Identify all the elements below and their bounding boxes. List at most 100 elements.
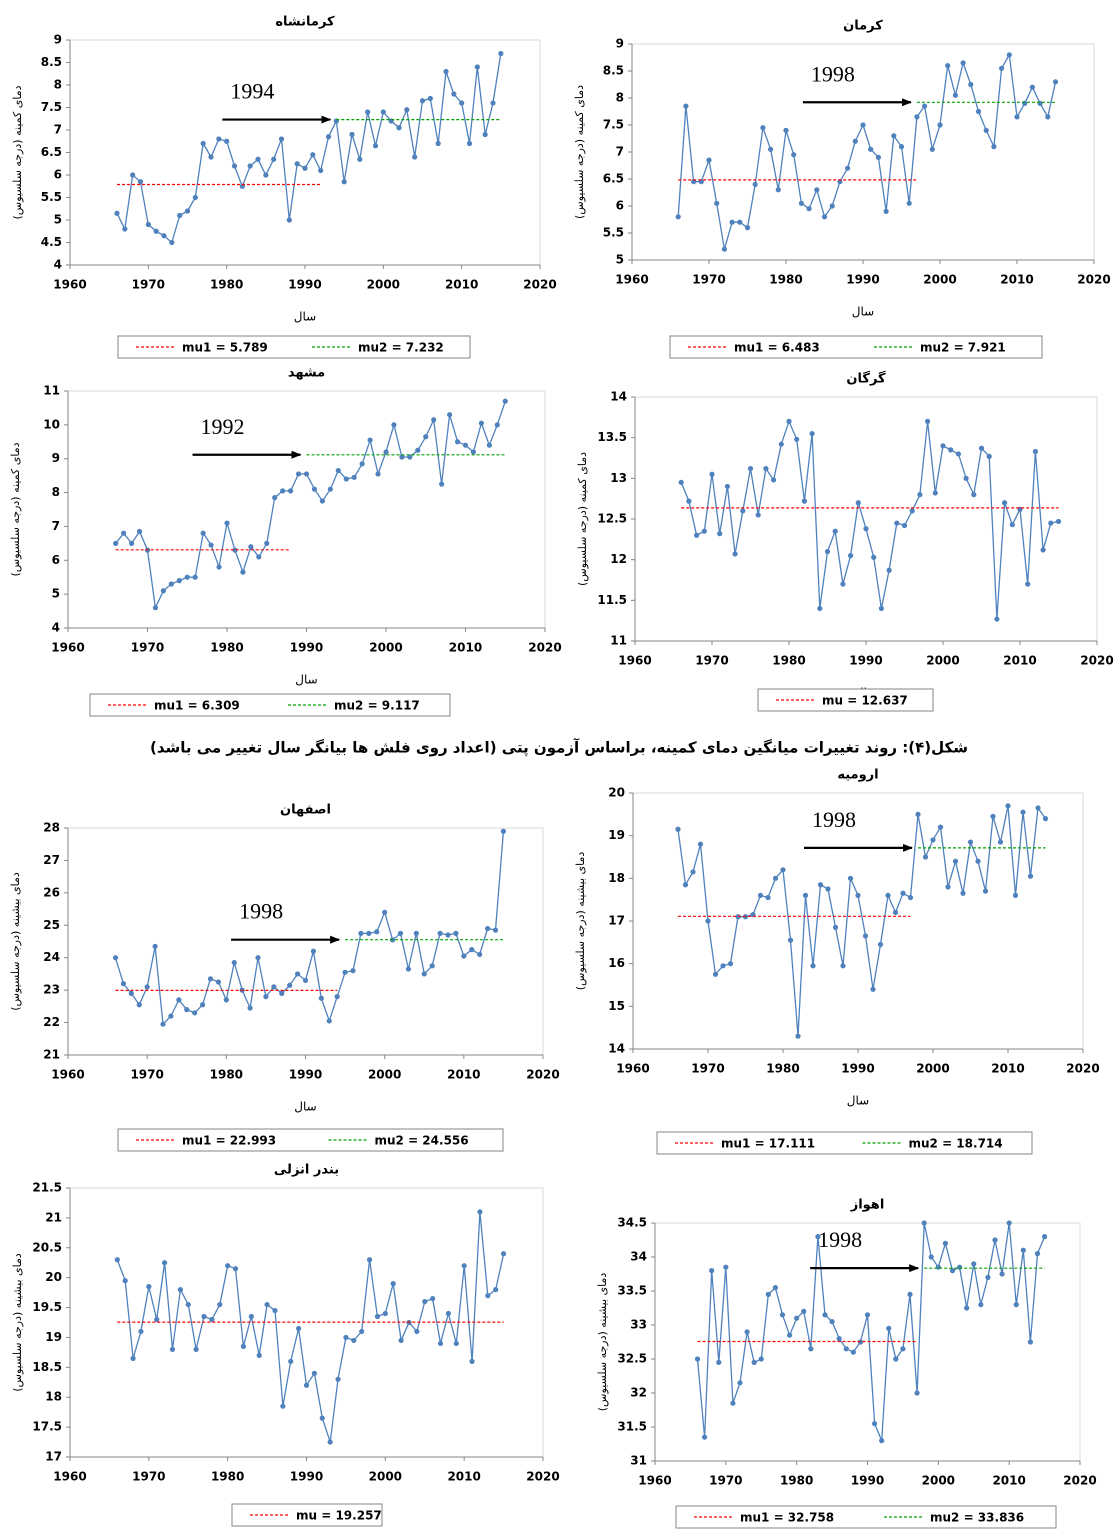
y-tick-label: 4 — [54, 258, 62, 272]
data-point — [694, 532, 700, 538]
legend-label: mu = 19.257 — [296, 1509, 382, 1523]
data-point — [240, 1343, 247, 1350]
data-point — [975, 108, 982, 115]
data-point — [177, 212, 183, 219]
x-tick-label: 2020 — [528, 641, 561, 655]
data-point — [730, 1400, 736, 1406]
data-point — [871, 554, 877, 560]
data-point — [935, 1264, 941, 1270]
data-point — [779, 1312, 786, 1318]
data-point — [492, 927, 499, 933]
x-tick-label: 1990 — [841, 1062, 874, 1076]
x-tick-label: 2010 — [991, 1062, 1024, 1076]
data-point — [169, 1346, 176, 1352]
x-tick-label: 2000 — [369, 1470, 402, 1484]
data-point — [760, 125, 766, 131]
data-point — [374, 1313, 381, 1320]
data-point — [907, 894, 914, 901]
data-point — [802, 892, 809, 899]
data-point — [122, 226, 128, 232]
data-point — [153, 228, 159, 234]
figure-caption: شکل(۴): روند تغییرات میانگین دمای کمینه،… — [150, 739, 968, 758]
data-point — [447, 412, 453, 418]
annotation-label: 1998 — [818, 1227, 862, 1252]
data-point — [303, 471, 310, 477]
data-point — [351, 1337, 357, 1344]
data-point — [809, 431, 815, 437]
data-point — [714, 200, 720, 206]
data-point — [201, 1313, 207, 1320]
data-point — [351, 474, 357, 480]
y-tick-label: 9 — [52, 451, 60, 465]
data-point — [1020, 809, 1026, 815]
data-point — [1037, 100, 1043, 106]
y-tick-label: 4 — [52, 621, 60, 635]
data-point — [682, 882, 689, 888]
x-tick-label: 1990 — [851, 1474, 884, 1488]
data-point — [437, 930, 443, 936]
data-point — [437, 1340, 444, 1347]
chart-title: اصفهان — [280, 803, 331, 818]
data-point — [1022, 100, 1028, 106]
data-point — [847, 875, 854, 881]
data-point — [757, 892, 764, 899]
data-point — [477, 1209, 483, 1215]
y-tick-label: 19.5 — [32, 1300, 62, 1314]
data-point — [778, 441, 784, 447]
data-point — [737, 219, 743, 225]
data-point — [310, 948, 317, 954]
data-point — [263, 172, 269, 178]
x-tick-label: 2000 — [926, 654, 959, 668]
data-point — [930, 837, 936, 843]
data-point — [335, 467, 341, 474]
data-point — [986, 453, 992, 459]
data-point — [451, 91, 457, 97]
data-point — [294, 971, 301, 977]
data-point — [404, 107, 410, 113]
data-point — [128, 990, 134, 996]
legend-box — [117, 1128, 504, 1152]
y-tick-label: 13 — [610, 471, 627, 485]
y-tick-label: 13.5 — [597, 430, 627, 444]
data-point — [398, 1337, 404, 1344]
data-point — [729, 219, 735, 225]
y-tick-label: 23 — [43, 983, 60, 997]
data-point — [454, 439, 461, 445]
data-point — [925, 418, 931, 424]
legend-box — [757, 688, 934, 712]
data-point — [990, 813, 996, 820]
x-tick-label: 1990 — [288, 278, 321, 292]
data-point — [466, 140, 473, 147]
data-point — [824, 548, 831, 555]
x-tick-label: 1980 — [210, 1068, 243, 1082]
y-axis-label: دمای کمینه (درجه سلسیوس) — [573, 85, 586, 219]
data-point — [768, 146, 774, 152]
data-point — [683, 103, 689, 109]
data-point — [256, 1352, 262, 1358]
data-point — [443, 68, 449, 75]
data-point — [705, 918, 711, 924]
data-point — [224, 520, 230, 526]
data-point — [829, 1319, 835, 1325]
data-point — [310, 152, 316, 158]
y-tick-label: 14 — [608, 1042, 625, 1056]
data-point — [675, 826, 681, 832]
x-tick-label: 1970 — [709, 1474, 742, 1488]
chart-title: کرمان — [843, 19, 883, 34]
data-point — [1027, 873, 1034, 879]
data-point — [1034, 1251, 1041, 1257]
x-tick-label: 1980 — [772, 654, 805, 668]
data-point — [701, 1434, 708, 1440]
y-tick-label: 34 — [630, 1250, 647, 1264]
data-point — [462, 442, 469, 448]
y-tick-label: 6.5 — [603, 172, 624, 186]
data-point — [982, 888, 989, 894]
data-point — [168, 1013, 174, 1019]
data-point — [469, 1358, 475, 1364]
data-point — [478, 420, 484, 426]
data-point — [264, 1301, 270, 1308]
y-tick-label: 21.5 — [32, 1181, 62, 1195]
data-point — [327, 486, 333, 492]
data-point — [1042, 816, 1049, 822]
data-point — [255, 955, 261, 961]
